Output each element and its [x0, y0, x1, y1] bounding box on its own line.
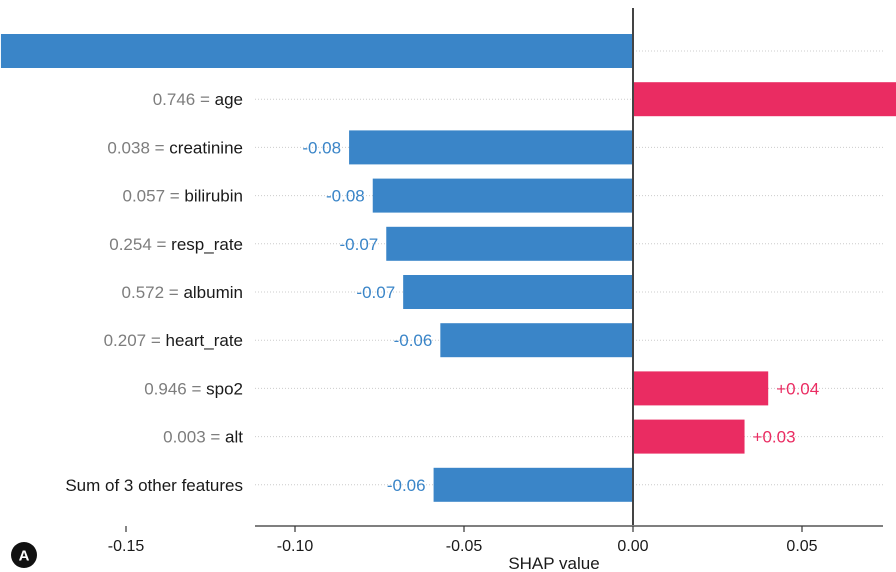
- equals-sign: =: [152, 235, 171, 254]
- bar-value-label: +0.03: [753, 428, 796, 447]
- x-axis-label: SHAP value: [508, 554, 599, 572]
- chart-rows: 0.033 = INR-0.19 0.746 = age+0.12 0.038 = …: [0, 34, 896, 502]
- bar-row: 0.033 = INR-0.19: [0, 34, 883, 68]
- feature-name-label: alt: [225, 428, 243, 447]
- negative-bar: [403, 275, 633, 309]
- feature-name-label: resp_rate: [171, 235, 243, 254]
- feature-name-label: bilirubin: [184, 187, 243, 206]
- bar-row: 0.038 = creatinine -0.08: [107, 130, 883, 165]
- x-tick-label: -0.10: [277, 538, 314, 555]
- panel-badge: A: [11, 542, 37, 568]
- negative-bar: [372, 178, 633, 213]
- equals-sign: =: [187, 379, 206, 398]
- bar-value-label: -0.07: [340, 235, 379, 254]
- equals-sign: =: [195, 90, 214, 109]
- feature-value-label: 0.746: [153, 90, 196, 109]
- feature-value-label: 0.207: [104, 331, 147, 350]
- row-label: 0.003 = alt: [163, 428, 243, 447]
- row-label: Sum of 3 other features: [65, 476, 243, 495]
- row-label: 0.207 = heart_rate: [104, 331, 243, 350]
- bar-row: 0.946 = spo2 +0.04: [144, 371, 883, 406]
- bar-value-label: -0.06: [394, 331, 433, 350]
- feature-value-label: 0.057: [122, 187, 165, 206]
- feature-value-label: 0.572: [122, 283, 165, 302]
- negative-bar: [440, 323, 633, 358]
- x-tick-label: -0.15: [108, 538, 145, 555]
- bar-value-label: -0.07: [356, 283, 395, 302]
- bar-row: 0.057 = bilirubin -0.08: [122, 178, 883, 213]
- bar-row: 0.207 = heart_rate -0.06: [104, 323, 883, 358]
- equals-sign: =: [164, 283, 183, 302]
- feature-name-label: heart_rate: [166, 331, 244, 350]
- feature-value-label: 0.038: [107, 138, 150, 157]
- x-tick-label: 0.05: [786, 538, 817, 555]
- bar-value-label: +0.04: [776, 379, 819, 398]
- feature-value-label: 0.946: [144, 379, 187, 398]
- row-label: 0.946 = spo2: [144, 379, 243, 398]
- x-tick-label: -0.05: [446, 538, 483, 555]
- bar-row: 0.003 = alt +0.03: [163, 419, 883, 454]
- negative-bar: [386, 226, 633, 261]
- feature-name-label: age: [215, 90, 243, 109]
- equals-sign: =: [206, 428, 225, 447]
- row-label: 0.038 = creatinine: [107, 138, 243, 157]
- equals-sign: =: [150, 138, 169, 157]
- row-label: 0.057 = bilirubin: [122, 187, 243, 206]
- x-tick-label: 0.00: [617, 538, 648, 555]
- equals-sign: =: [165, 187, 184, 206]
- bar-row: 0.572 = albumin -0.07: [122, 275, 883, 309]
- bar-value-label: -0.06: [387, 476, 426, 495]
- positive-bar: [633, 419, 745, 454]
- bar-row: Sum of 3 other features -0.06: [65, 467, 883, 502]
- feature-name-label: spo2: [206, 379, 243, 398]
- feature-name-label: albumin: [183, 283, 243, 302]
- feature-name-label: creatinine: [169, 138, 243, 157]
- x-axis: -0.20-0.15-0.10-0.050.000.050.10 SHAP va…: [108, 525, 883, 572]
- panel-letter: A: [19, 548, 30, 565]
- feature-name-label: Sum of 3 other features: [65, 476, 243, 495]
- x-ticks: -0.20-0.15-0.10-0.050.000.050.10: [108, 526, 818, 555]
- row-label: 0.254 = resp_rate: [109, 235, 243, 254]
- equals-sign: =: [146, 331, 165, 350]
- row-label: 0.572 = albumin: [122, 283, 243, 302]
- feature-value-label: 0.003: [163, 428, 206, 447]
- feature-value-label: 0.254: [109, 235, 152, 254]
- positive-bar: [633, 82, 896, 117]
- negative-bar: [349, 130, 633, 165]
- bar-row: 0.746 = age+0.12: [153, 82, 896, 117]
- negative-bar: [0, 34, 633, 68]
- bar-value-label: -0.08: [302, 138, 341, 157]
- panel-badge-circle: [11, 542, 37, 568]
- bar-row: 0.254 = resp_rate -0.07: [109, 226, 883, 261]
- row-label: 0.746 = age: [153, 90, 243, 109]
- positive-bar: [633, 371, 769, 406]
- negative-bar: [433, 467, 633, 502]
- bar-value-label: -0.08: [326, 187, 365, 206]
